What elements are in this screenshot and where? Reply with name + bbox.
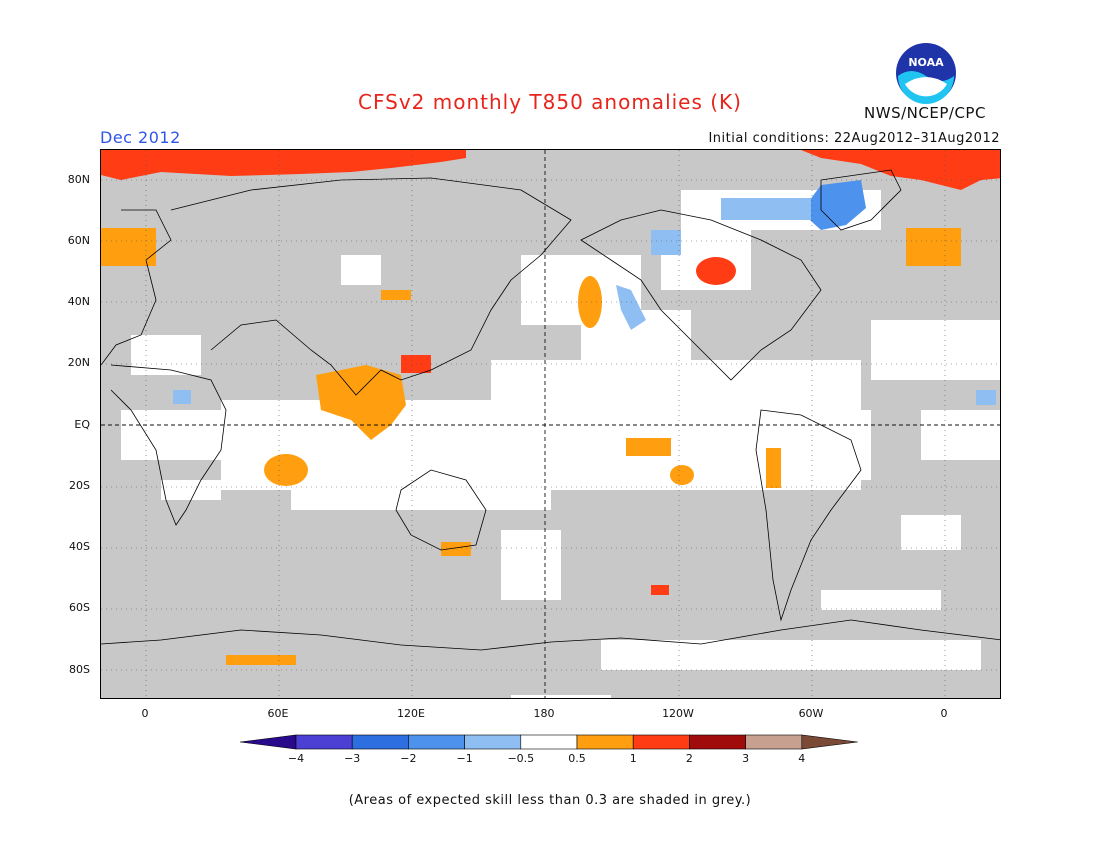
colorbar-bin (632, 734, 690, 750)
lat-label: 20N (67, 356, 90, 369)
valid-month-label: Dec 2012 (100, 128, 181, 147)
colorbar-bin (464, 734, 522, 750)
colorbar-bin (689, 734, 746, 750)
colorbar-bin (295, 734, 353, 750)
lon-label: 0 (141, 707, 149, 720)
lat-label: 60S (69, 601, 90, 614)
lat-label: 40S (69, 540, 90, 553)
colorbar-tick-label: −3 (344, 752, 361, 765)
colorbar-bin (351, 734, 409, 750)
colorbar (240, 734, 858, 750)
lat-label: EQ (74, 418, 90, 431)
colorbar-tick-label: −1 (456, 752, 473, 765)
lon-label: 60W (798, 707, 824, 720)
lon-label: 120W (662, 707, 694, 720)
colorbar-tick-label: 1 (629, 752, 637, 765)
logo-text: NOAA (908, 56, 944, 69)
warm-moderate-regions (101, 228, 961, 665)
colorbar-bin (576, 734, 634, 750)
colorbar-bin (520, 734, 578, 750)
map-canvas (101, 150, 1000, 698)
colorbar-tick-label: 2 (685, 752, 693, 765)
colorbar-tick-label: −2 (400, 752, 417, 765)
colorbar-tick-label: 4 (798, 752, 806, 765)
colorbar-bin (745, 734, 803, 750)
colorbar-tick-label: −4 (287, 752, 305, 765)
lon-label: 120E (397, 707, 425, 720)
lat-label: 80S (69, 663, 90, 676)
agency-label: NWS/NCEP/CPC (864, 104, 986, 122)
noaa-logo: NOAA (895, 42, 957, 104)
lat-label: 20S (69, 479, 90, 492)
colorbar-max-arrow (801, 734, 858, 750)
colorbar-tick-label: −0.5 (507, 752, 535, 765)
equator-dateline (101, 150, 1000, 698)
colorbar-min-arrow (240, 734, 297, 750)
lat-label: 40N (67, 295, 90, 308)
warm-strong-regions (101, 150, 1000, 595)
skill-footnote: (Areas of expected skill less than 0.3 a… (348, 793, 752, 808)
colorbar-bin (408, 734, 465, 750)
lat-label: 60N (67, 234, 90, 247)
coastlines (101, 169, 1000, 651)
colorbar-tick-label: 0.5 (568, 752, 586, 765)
colorbar-tick-label: 3 (742, 752, 750, 765)
lat-label: 80N (67, 173, 90, 186)
cool-regions (173, 180, 996, 405)
anomaly-map (100, 149, 1001, 699)
map-title: CFSv2 monthly T850 anomalies (K) (358, 90, 742, 114)
lon-label: 0 (940, 707, 948, 720)
lon-label: 180 (533, 707, 555, 720)
initial-conditions-label: Initial conditions: 22Aug2012–31Aug2012 (708, 131, 1000, 146)
lon-label: 60E (267, 707, 289, 720)
